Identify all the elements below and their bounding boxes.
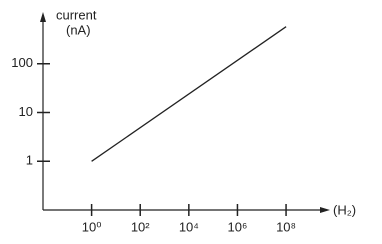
y-axis-arrow	[40, 12, 46, 22]
y-label-unit: (nA)	[66, 22, 91, 37]
y-tick-label: 10	[19, 104, 33, 119]
y-tick-label: 100	[11, 55, 33, 70]
x-axis-arrow	[320, 207, 330, 213]
x-tick-label: 10⁶	[228, 219, 248, 234]
x-tick-label: 10⁴	[179, 219, 199, 234]
x-tick-label: 10⁸	[276, 219, 296, 234]
y-label: current	[56, 7, 97, 22]
data-line	[91, 26, 287, 162]
x-tick-label: 10⁰	[82, 219, 102, 234]
y-tick-label: 1	[26, 153, 33, 168]
x-tick-label: 10²	[131, 219, 150, 234]
x-label: (H₂)	[333, 202, 356, 217]
